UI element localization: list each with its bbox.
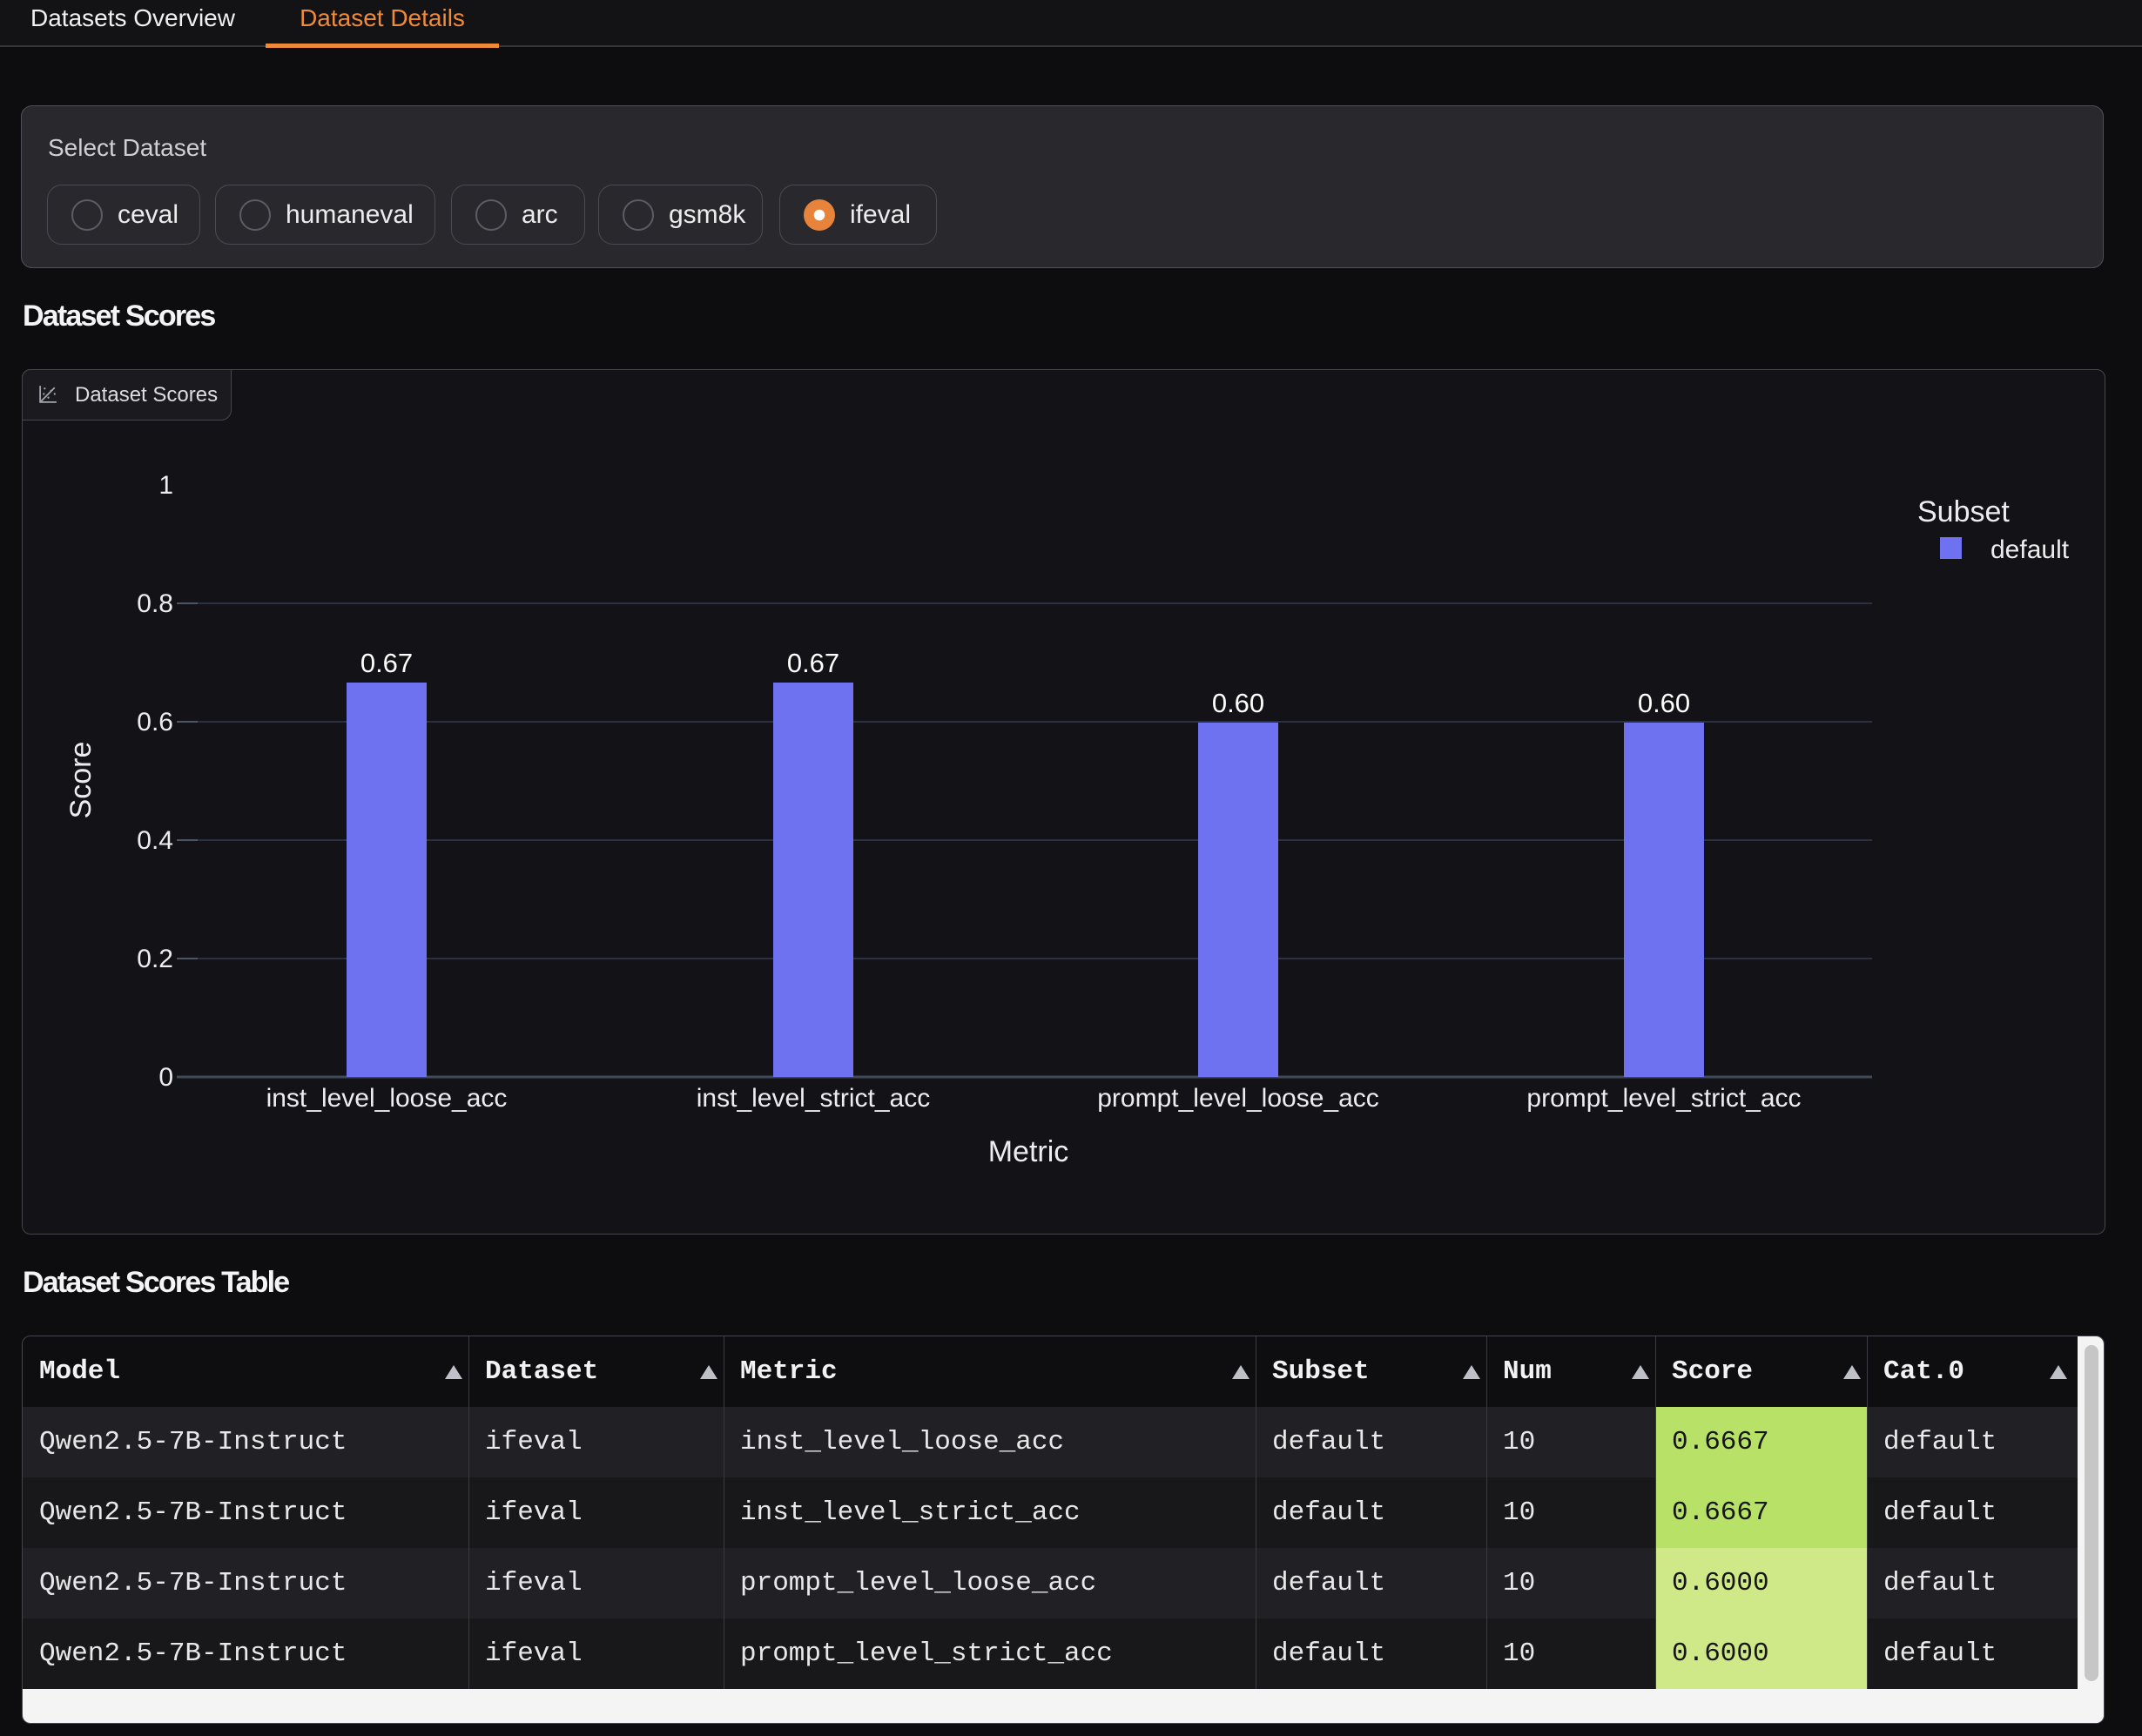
svg-text:inst_level_loose_acc: inst_level_loose_acc (266, 1084, 508, 1113)
svg-text:0.6: 0.6 (137, 708, 173, 737)
svg-text:0.8: 0.8 (137, 589, 173, 618)
svg-text:Subset: Subset (1917, 495, 2010, 528)
svg-text:0.4: 0.4 (137, 826, 173, 855)
svg-text:Score: Score (64, 742, 98, 819)
svg-text:0.2: 0.2 (137, 945, 173, 973)
svg-text:inst_level_strict_acc: inst_level_strict_acc (697, 1084, 930, 1113)
svg-text:0: 0 (158, 1063, 173, 1092)
svg-text:prompt_level_strict_acc: prompt_level_strict_acc (1526, 1084, 1801, 1113)
svg-text:0.60: 0.60 (1212, 688, 1264, 718)
svg-text:0.67: 0.67 (787, 648, 839, 678)
svg-text:0.60: 0.60 (1638, 688, 1690, 718)
svg-text:1: 1 (158, 471, 173, 500)
svg-text:prompt_level_loose_acc: prompt_level_loose_acc (1097, 1084, 1379, 1113)
svg-text:Metric: Metric (988, 1135, 1069, 1168)
svg-text:0.67: 0.67 (360, 648, 413, 678)
svg-text:default: default (1990, 535, 2070, 564)
